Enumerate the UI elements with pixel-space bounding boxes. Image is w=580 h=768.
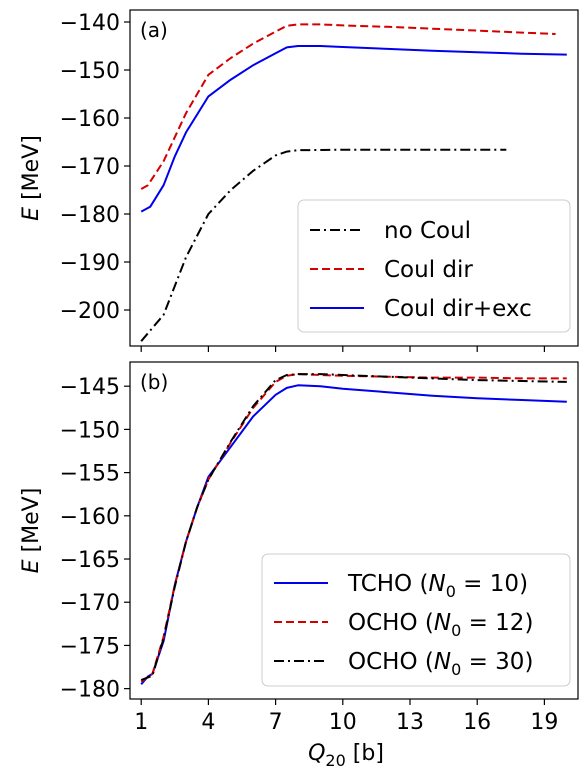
legend: no Coul Coul dir Coul dir+exc (297, 199, 571, 333)
y-tick-label: −165 (60, 548, 120, 573)
legend-param-subscript: 0 (451, 660, 461, 679)
legend-box (297, 199, 571, 333)
legend-box (261, 553, 571, 687)
legend-entry-label: Coul dir (384, 257, 473, 283)
legend-entry-label: no Coul (384, 218, 471, 244)
legend-paren-close: ) (524, 610, 533, 636)
series-line (140, 23, 556, 190)
series-line (140, 148, 507, 342)
y-tick-label: −190 (60, 251, 120, 276)
panel-a: −200 −190 −180 −170 −160 −150 −140 E [MeV] (a) no… (19, 9, 579, 352)
legend-equals: = (461, 610, 495, 636)
legend-param-symbol: N (434, 649, 451, 675)
legend-param-subscript: 0 (451, 621, 461, 640)
y-axis-space (19, 200, 44, 207)
y-tick-label: −200 (60, 299, 120, 324)
legend-entry-label: OCHO (N0 = 12) (348, 610, 533, 640)
legend-paren-close: ) (519, 571, 528, 597)
y-tick-label: −160 (60, 107, 120, 132)
legend-param-value: 12 (495, 610, 524, 636)
x-tick-label: 13 (396, 710, 424, 735)
y-tick-label: −170 (60, 155, 120, 180)
legend-paren-open: ( (418, 610, 434, 636)
y-axis-label: E [MeV] (19, 135, 44, 221)
y-tick-label: −145 (60, 375, 120, 400)
legend-series-name: Coul dir (384, 257, 473, 283)
legend-entry-label: Coul dir+exc (384, 296, 532, 322)
legend-param-symbol: N (428, 571, 445, 597)
x-axis-label: Q20 [b] (308, 741, 384, 768)
y-tick-label: −140 (60, 11, 120, 36)
x-axis-space (346, 741, 353, 766)
y-tick-label: −180 (60, 203, 120, 228)
y-tick-label: −170 (60, 591, 120, 616)
legend-equals: = (461, 649, 495, 675)
legend: TCHO (N0 = 10)OCHO (N0 = 12)OCHO (N0 = 3… (261, 553, 571, 687)
x-axis-symbol: Q (308, 741, 325, 766)
y-tick-label: −150 (60, 59, 120, 84)
x-tick-label: 10 (329, 710, 357, 735)
legend-param-subscript: 0 (446, 582, 456, 601)
legend-equals: = (456, 571, 490, 597)
y-axis-label: E [MeV] (19, 488, 44, 574)
legend-series-name: TCHO (347, 571, 412, 597)
x-tick-label: 1 (134, 710, 148, 735)
series-line (140, 384, 567, 685)
axes-frame (129, 9, 579, 347)
y-axis-symbol: E (19, 207, 44, 221)
y-axis-space (19, 552, 44, 559)
y-axis-unit: [MeV] (19, 488, 44, 553)
panel-label: (a) (140, 18, 168, 42)
legend-param-value: 10 (490, 571, 519, 597)
legend-series-name: no Coul (384, 218, 471, 244)
legend-entry-label: OCHO (N0 = 30) (348, 649, 533, 679)
y-tick-label: −155 (60, 462, 120, 487)
x-tick-label: 4 (201, 710, 215, 735)
y-tick-label: −175 (60, 634, 120, 659)
y-tick-label: −150 (60, 418, 120, 443)
series-line (140, 373, 567, 681)
legend-series-name: OCHO (348, 610, 418, 636)
y-axis-unit: [MeV] (19, 135, 44, 200)
x-axis-unit: [b] (353, 741, 384, 766)
x-tick-label: 16 (463, 710, 491, 735)
y-axis-symbol: E (19, 559, 44, 573)
y-tick-label: −180 (60, 678, 120, 703)
legend-param-value: 30 (495, 649, 524, 675)
legend-paren-open: ( (418, 649, 434, 675)
y-tick-label: −160 (60, 505, 120, 530)
legend-entry-label: TCHO (N0 = 10) (347, 571, 528, 601)
panel-label: (b) (140, 370, 168, 394)
legend-series-name: OCHO (348, 649, 418, 675)
legend-param-symbol: N (434, 610, 451, 636)
panel-b: 1 4 7 10 13 16 19 −180 −175 −170 −165 −160 −155 −150 −… (19, 361, 579, 768)
axes-frame (129, 361, 579, 700)
x-tick-label: 19 (530, 710, 558, 735)
x-tick-label: 7 (269, 710, 283, 735)
x-axis-subscript: 20 (325, 751, 345, 768)
series-line (140, 45, 567, 213)
legend-series-name: Coul dir+exc (384, 296, 532, 322)
legend-paren-close: ) (524, 649, 533, 675)
legend-paren-open: ( (412, 571, 428, 597)
